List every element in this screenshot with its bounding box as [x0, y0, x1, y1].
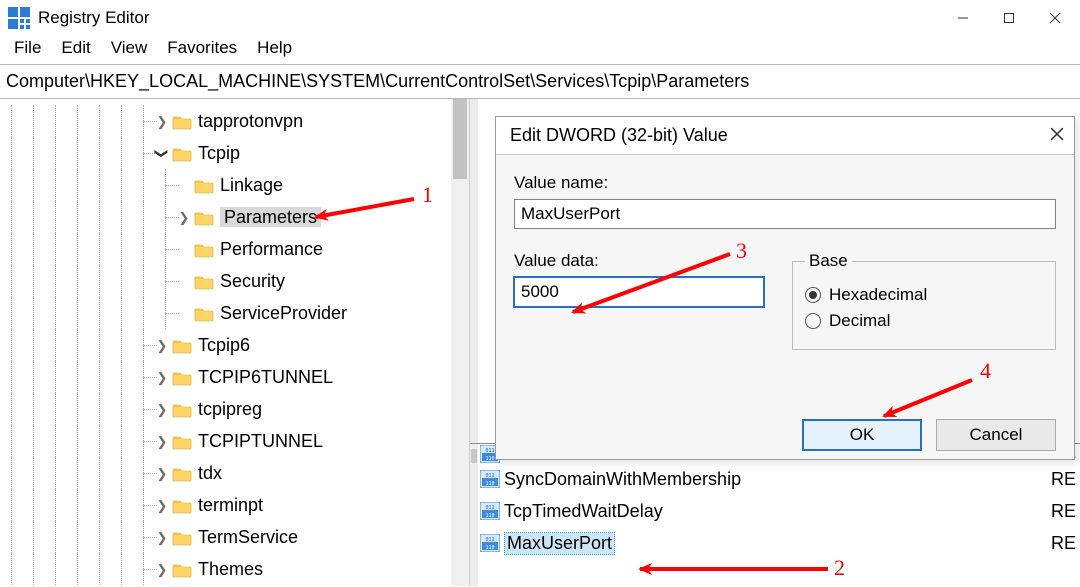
- tree-item-tcpip6tunnel[interactable]: ❯TCPIP6TUNNEL: [0, 361, 469, 393]
- titlebar: Registry Editor: [0, 0, 1080, 36]
- address-bar[interactable]: Computer\HKEY_LOCAL_MACHINE\SYSTEM\Curre…: [0, 64, 1080, 99]
- dialog-title: Edit DWORD (32-bit) Value: [510, 125, 728, 146]
- expander-icon[interactable]: ❯: [156, 145, 169, 161]
- tree-item-label: Themes: [198, 560, 263, 578]
- tree-item-label: TCPIPTUNNEL: [198, 432, 323, 450]
- tree-pane: ❯tapprotonvpn ❯ Tcpip Linkage ❯Parameters Per…: [0, 99, 470, 586]
- dword-icon: [480, 534, 500, 552]
- tree-item-linkage[interactable]: Linkage: [0, 169, 469, 201]
- tree-item-label: ServiceProvider: [220, 304, 347, 322]
- value-data-input[interactable]: [514, 277, 764, 307]
- value-type: RE: [1051, 469, 1080, 490]
- value-name: MaxUserPort: [504, 532, 615, 555]
- folder-icon: [194, 273, 214, 289]
- tree-item-performance[interactable]: Performance: [0, 233, 469, 265]
- folder-icon: [172, 497, 192, 513]
- window-title: Registry Editor: [38, 8, 149, 28]
- dword-icon: [480, 470, 500, 488]
- folder-icon: [172, 465, 192, 481]
- tree-item-themes[interactable]: ❯Themes: [0, 553, 469, 585]
- tree-item-terminpt[interactable]: ❯terminpt: [0, 489, 469, 521]
- radio-hexadecimal[interactable]: Hexadecimal: [805, 285, 1043, 305]
- menu-favorites[interactable]: Favorites: [157, 36, 247, 60]
- tree-item-label: Tcpip6: [198, 336, 250, 354]
- edit-dword-dialog: Edit DWORD (32-bit) Value Value name: Va…: [495, 116, 1075, 460]
- tree-item-label: TermService: [198, 528, 298, 546]
- folder-icon: [172, 561, 192, 577]
- base-legend: Base: [805, 251, 852, 271]
- tree-item-security[interactable]: Security: [0, 265, 469, 297]
- tree-item-label: tdx: [198, 464, 222, 482]
- folder-icon: [194, 241, 214, 257]
- radio-dec-indicator: [805, 313, 821, 329]
- value-row[interactable]: TcpTimedWaitDelay RE: [480, 495, 1080, 527]
- menu-help[interactable]: Help: [247, 36, 302, 60]
- folder-icon: [194, 209, 214, 225]
- cancel-button[interactable]: Cancel: [936, 419, 1056, 451]
- value-name: TcpTimedWaitDelay: [504, 501, 663, 522]
- maximize-button[interactable]: [986, 2, 1032, 34]
- tree-item-tcpip6[interactable]: ❯Tcpip6: [0, 329, 469, 361]
- tree-item-tapprotonvpn[interactable]: ❯tapprotonvpn: [0, 105, 469, 137]
- tree-item-tcpip[interactable]: ❯ Tcpip: [0, 137, 469, 169]
- radio-dec-label: Decimal: [829, 311, 890, 331]
- tree-item-tcpipreg[interactable]: ❯tcpipreg: [0, 393, 469, 425]
- folder-icon: [172, 369, 192, 385]
- values-list[interactable]: NV HostnameRESyncDomainWithMembershipRET…: [480, 445, 1080, 559]
- value-type: RE: [1051, 533, 1080, 554]
- value-type: RE: [1051, 501, 1080, 522]
- tree-item-tcpiptunnel[interactable]: ❯TCPIPTUNNEL: [0, 425, 469, 457]
- dialog-close-button[interactable]: [1050, 125, 1064, 146]
- tree-item-label: terminpt: [198, 496, 263, 514]
- registry-tree[interactable]: ❯tapprotonvpn ❯ Tcpip Linkage ❯Parameters Per…: [0, 99, 469, 585]
- value-row[interactable]: MaxUserPort RE: [480, 527, 1080, 559]
- tree-item-label: tcpipreg: [198, 400, 262, 418]
- tree-scrollbar[interactable]: [451, 99, 469, 586]
- tree-item-label: Tcpip: [198, 144, 240, 162]
- folder-icon: [172, 529, 192, 545]
- folder-icon: [172, 433, 192, 449]
- tree-scrollbar-thumb[interactable]: [453, 99, 467, 179]
- tree-item-tdx[interactable]: ❯tdx: [0, 457, 469, 489]
- value-data-label: Value data:: [514, 251, 764, 271]
- folder-icon: [194, 177, 214, 193]
- dialog-body: Value name: Value data: Base Hexadecimal…: [496, 155, 1074, 459]
- base-fieldset: Base Hexadecimal Decimal: [792, 251, 1056, 350]
- menu-file[interactable]: File: [4, 36, 51, 60]
- value-row[interactable]: SyncDomainWithMembership RE: [480, 463, 1080, 495]
- tree-item-parameters[interactable]: ❯Parameters: [0, 201, 469, 233]
- tree-item-label: Performance: [220, 240, 323, 258]
- value-name-input[interactable]: [514, 199, 1056, 229]
- close-button[interactable]: [1032, 2, 1078, 34]
- tree-item-label: Security: [220, 272, 285, 290]
- tree-item-label: Linkage: [220, 176, 283, 194]
- ok-button[interactable]: OK: [802, 419, 922, 451]
- tree-item-label: TCPIP6TUNNEL: [198, 368, 333, 386]
- folder-icon: [172, 401, 192, 417]
- radio-decimal[interactable]: Decimal: [805, 311, 1043, 331]
- menubar: FileEditViewFavoritesHelp: [0, 36, 1080, 64]
- minimize-button[interactable]: [940, 2, 986, 34]
- folder-icon: [194, 305, 214, 321]
- tree-item-label: Parameters: [220, 207, 321, 227]
- folder-icon: [172, 145, 192, 161]
- radio-hex-label: Hexadecimal: [829, 285, 927, 305]
- tree-item-termservice[interactable]: ❯TermService: [0, 521, 469, 553]
- value-name: SyncDomainWithMembership: [504, 469, 741, 490]
- menu-view[interactable]: View: [101, 36, 158, 60]
- app-icon: [8, 7, 30, 29]
- folder-icon: [172, 113, 192, 129]
- dialog-titlebar[interactable]: Edit DWORD (32-bit) Value: [496, 117, 1074, 155]
- value-name-label: Value name:: [514, 173, 1056, 193]
- radio-hex-indicator: [805, 287, 821, 303]
- tree-item-label: tapprotonvpn: [198, 112, 303, 130]
- tree-item-serviceprovider[interactable]: ServiceProvider: [0, 297, 469, 329]
- dword-icon: [480, 502, 500, 520]
- menu-edit[interactable]: Edit: [51, 36, 100, 60]
- folder-icon: [172, 337, 192, 353]
